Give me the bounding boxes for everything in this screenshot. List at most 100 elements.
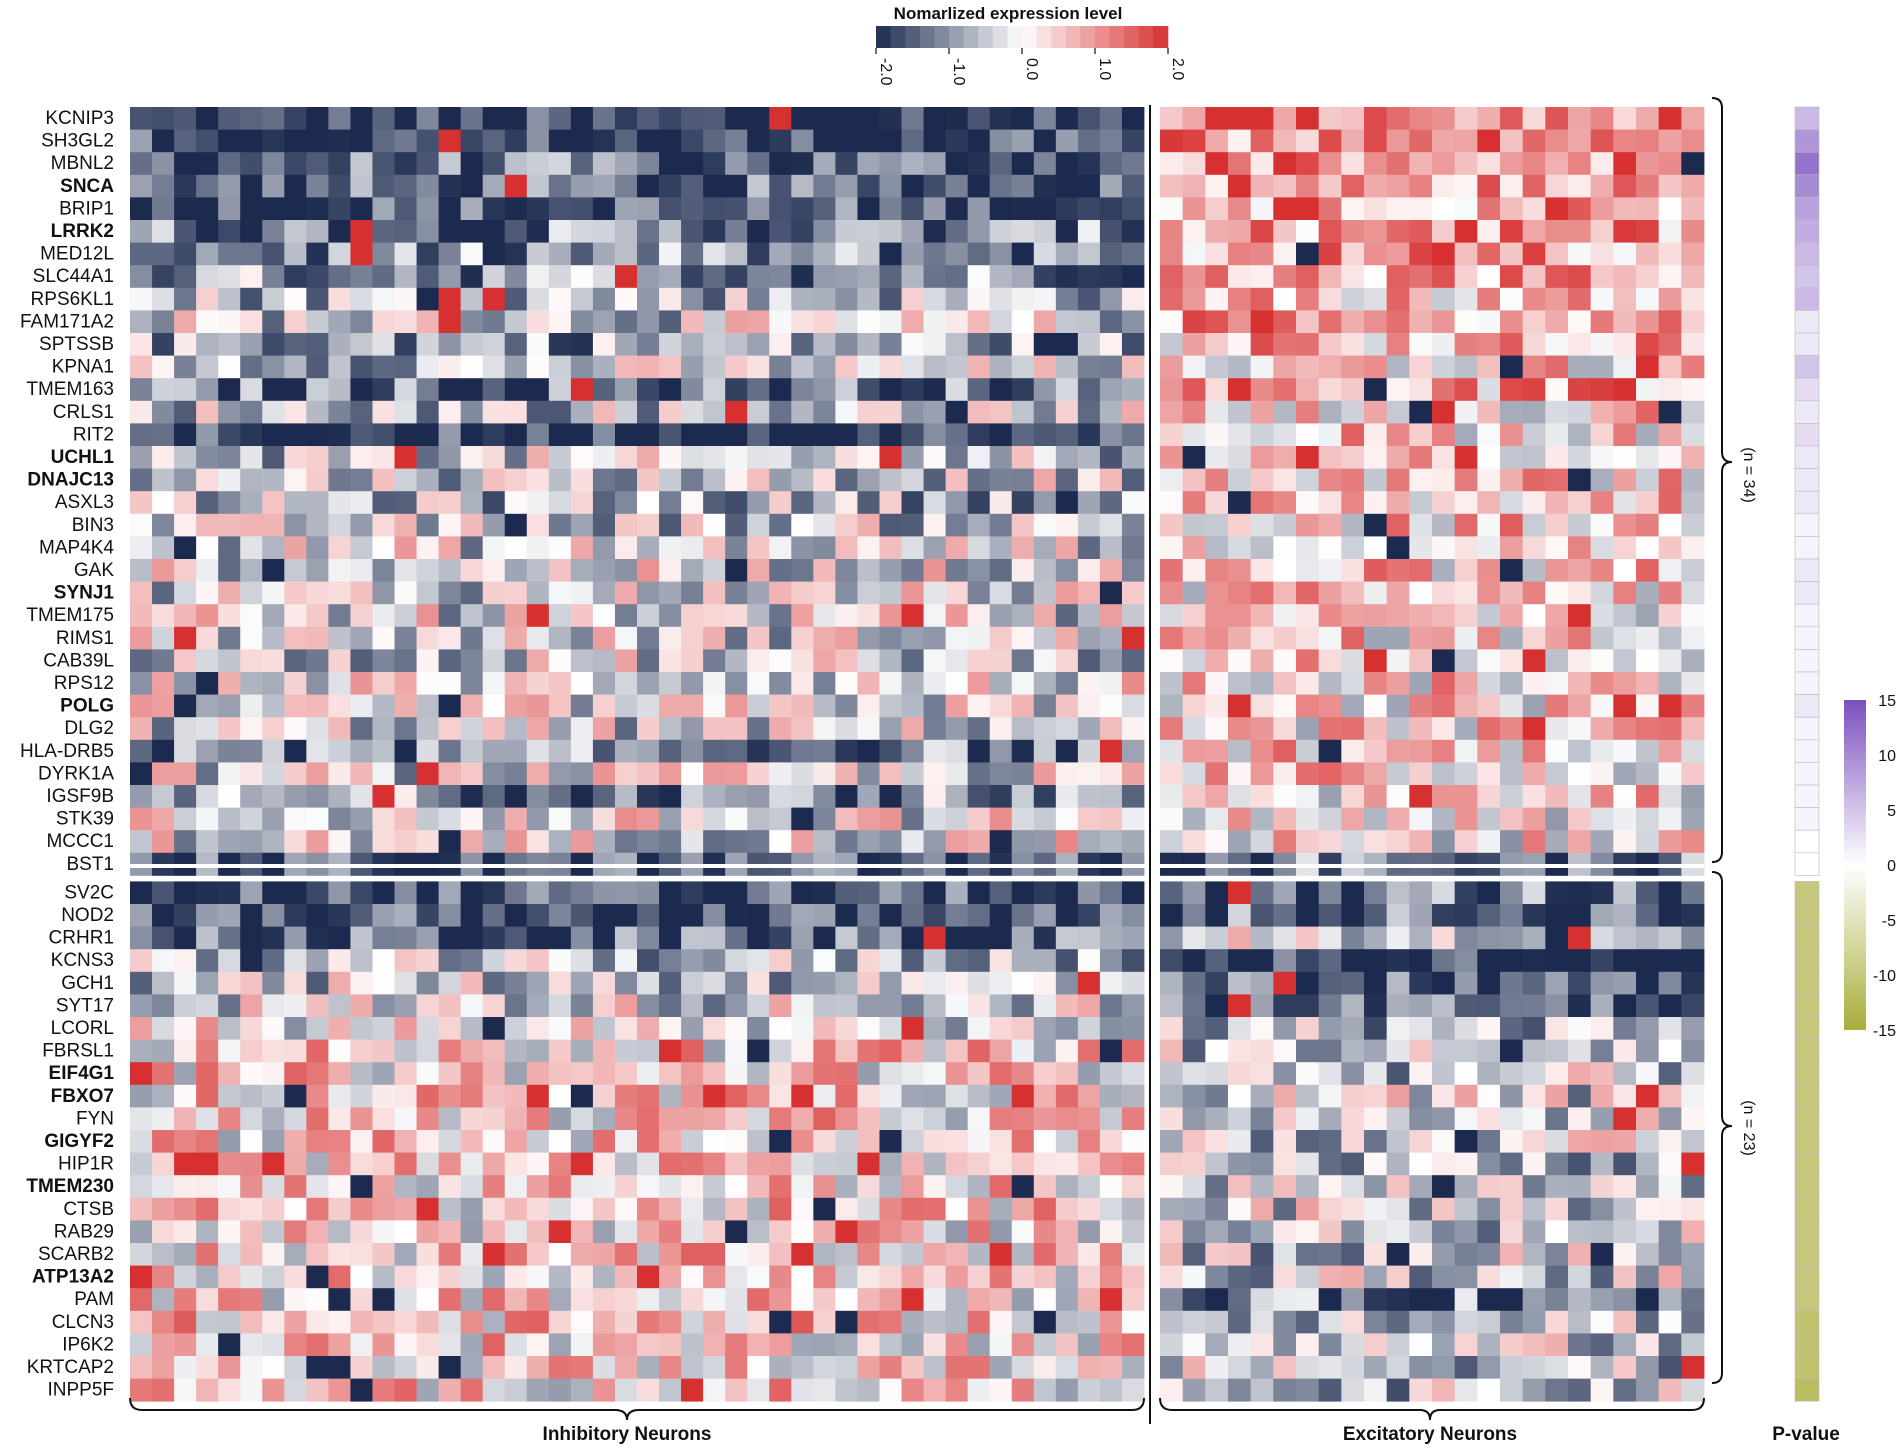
heatmap-cell xyxy=(769,1265,792,1289)
heatmap-cell xyxy=(923,830,947,854)
heatmap-cell xyxy=(989,1017,1013,1040)
heatmap-cell xyxy=(438,994,462,1018)
heatmap-cell xyxy=(152,830,175,854)
heatmap-cell xyxy=(152,881,175,905)
heatmap-cell xyxy=(1409,446,1433,469)
heatmap-cell xyxy=(1432,1333,1456,1357)
heatmap-cell xyxy=(1613,904,1637,927)
heatmap-cell xyxy=(725,400,748,424)
heatmap-cell xyxy=(1409,1175,1433,1199)
heatmap-cell xyxy=(350,174,373,198)
heatmap-cell xyxy=(328,994,351,1018)
heatmap-cell xyxy=(1296,446,1320,469)
heatmap-cell xyxy=(504,694,528,718)
heatmap-cell xyxy=(813,129,836,153)
heatmap-cell xyxy=(526,581,550,605)
heatmap-cell xyxy=(791,1265,814,1289)
heatmap-cell xyxy=(570,1197,594,1221)
heatmap-cell xyxy=(438,1107,462,1131)
heatmap-cell xyxy=(1273,355,1297,379)
heatmap-cell xyxy=(989,994,1013,1018)
heatmap-cell xyxy=(901,1197,924,1221)
heatmap-cell xyxy=(637,333,660,356)
heatmap-cell xyxy=(394,1197,417,1221)
heatmap-cell xyxy=(130,1130,153,1153)
heatmap-cell xyxy=(328,1378,351,1402)
heatmap-cell xyxy=(592,333,616,356)
heatmap-cell xyxy=(460,672,484,695)
colorbar-segment xyxy=(1051,26,1067,48)
heatmap-cell xyxy=(240,559,263,582)
heatmap-cell xyxy=(1477,1107,1501,1131)
heatmap-cell xyxy=(1545,400,1569,424)
heatmap-cell xyxy=(1500,1333,1524,1357)
pvalue-cell xyxy=(1794,994,1820,1018)
heatmap-cell xyxy=(1477,762,1501,786)
heatmap-cell xyxy=(1250,1220,1274,1244)
heatmap-cell xyxy=(725,649,748,673)
heatmap-cell xyxy=(1121,400,1145,424)
heatmap-cell xyxy=(548,287,572,311)
heatmap-cell xyxy=(438,287,462,311)
heatmap-cell xyxy=(1228,197,1252,221)
heatmap-cell xyxy=(1409,174,1433,198)
heatmap-cell xyxy=(1432,129,1456,153)
heatmap-cell xyxy=(1636,1175,1660,1199)
heatmap-cell xyxy=(372,468,395,492)
heatmap-cell xyxy=(1228,1130,1252,1153)
heatmap-cell xyxy=(262,513,285,537)
heatmap-cell xyxy=(328,694,351,718)
heatmap-cell xyxy=(240,468,263,492)
heatmap-cell xyxy=(1182,378,1206,402)
heatmap-cell xyxy=(1273,1084,1297,1108)
heatmap-cell xyxy=(681,197,704,221)
heatmap-cell xyxy=(306,536,329,560)
pvalue-cell xyxy=(1794,948,1820,973)
heatmap-cell xyxy=(438,1197,462,1221)
heatmap-cell xyxy=(923,949,947,973)
heatmap-cell xyxy=(1318,762,1342,786)
heatmap-cell xyxy=(637,559,660,582)
heatmap-cell xyxy=(482,1062,506,1086)
heatmap-cell xyxy=(438,220,462,243)
heatmap-cell xyxy=(592,1062,616,1086)
heatmap-cell xyxy=(1099,807,1123,831)
heatmap-cell xyxy=(703,1084,726,1108)
heatmap-cell xyxy=(504,1175,528,1199)
heatmap-cell xyxy=(725,1265,748,1289)
heatmap-cell xyxy=(1182,717,1206,741)
heatmap-cell xyxy=(526,785,550,808)
heatmap-cell xyxy=(703,717,726,741)
heatmap-cell xyxy=(1432,559,1456,582)
heatmap-cell xyxy=(1432,1175,1456,1199)
heatmap-cell xyxy=(659,333,682,356)
heatmap-cell xyxy=(1409,423,1433,447)
group-label-excitatory: Excitatory Neurons xyxy=(1343,1424,1517,1445)
heatmap-cell xyxy=(130,807,153,831)
heatmap-cell xyxy=(637,536,660,560)
heatmap-cell xyxy=(725,197,748,221)
heatmap-cell xyxy=(504,174,528,198)
heatmap-cell xyxy=(526,830,550,854)
heatmap-cell xyxy=(1011,491,1035,515)
heatmap-cell xyxy=(1033,626,1057,650)
heatmap-cell xyxy=(350,220,373,243)
heatmap-cell xyxy=(1250,1243,1274,1266)
heatmap-cell xyxy=(769,536,792,560)
heatmap-cell xyxy=(1568,581,1592,605)
heatmap-cell xyxy=(1250,604,1274,628)
heatmap-cell xyxy=(1636,904,1660,927)
heatmap-cell xyxy=(1296,1039,1320,1063)
heatmap-cell xyxy=(350,242,373,266)
heatmap-cell xyxy=(350,971,373,995)
heatmap-cell xyxy=(526,1333,550,1357)
heatmap-cell xyxy=(394,1084,417,1108)
heatmap-cell xyxy=(681,107,704,130)
heatmap-cell xyxy=(570,581,594,605)
heatmap-cell xyxy=(703,513,726,537)
pvalue-cell xyxy=(1794,355,1820,379)
pvalue-cell xyxy=(1794,1107,1820,1131)
heatmap-cell xyxy=(1099,1333,1123,1357)
heatmap-cell xyxy=(879,1130,902,1153)
heatmap-cell xyxy=(482,626,506,650)
